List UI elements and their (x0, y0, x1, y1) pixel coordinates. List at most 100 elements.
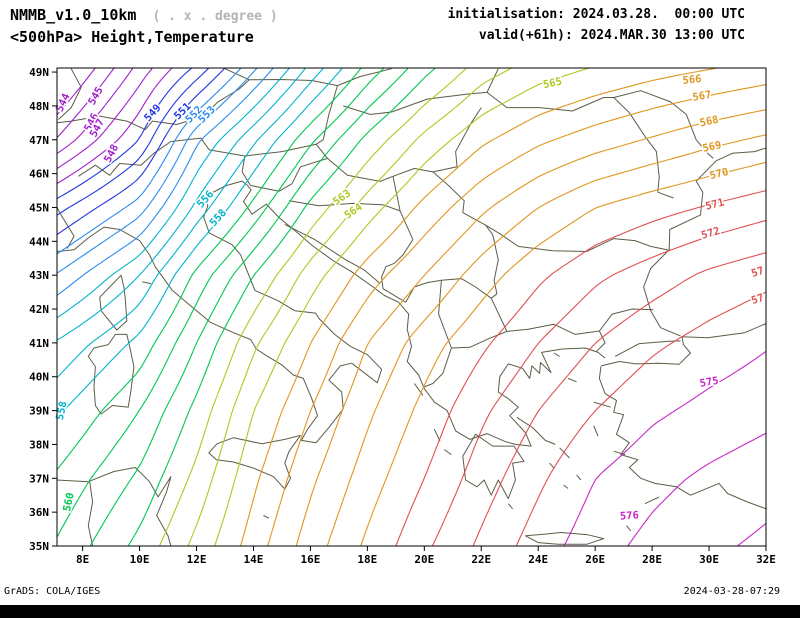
country-border (250, 157, 328, 192)
x-tick-label: 16E (300, 553, 320, 566)
contour-label: 570 (708, 166, 729, 182)
contour-556 (57, 68, 306, 341)
contour-559 (57, 68, 362, 471)
contour-557 (57, 68, 324, 379)
contour-label: 545 (86, 85, 106, 107)
country-border (382, 288, 407, 303)
y-tick-label: 40N (29, 371, 49, 384)
creation-timestamp: 2024-03-28-07:29 (683, 586, 780, 597)
country-border (438, 280, 452, 349)
contour-label: 576 (619, 509, 639, 522)
x-tick-label: 28E (642, 553, 662, 566)
country-border (224, 68, 250, 81)
x-tick-label: 8E (76, 553, 89, 566)
x-tick-label: 12E (187, 553, 207, 566)
contour-572 (431, 219, 766, 546)
coastline (413, 383, 424, 396)
coastline (497, 347, 606, 447)
coastline (576, 474, 582, 481)
contour-573 (472, 252, 766, 546)
model-name: NMMB_v1.0_10km (10, 6, 137, 24)
country-border (57, 79, 250, 131)
y-tick-label: 44N (29, 235, 49, 248)
x-tick-label: 20E (414, 553, 434, 566)
y-tick-label: 43N (29, 269, 49, 282)
x-tick-label: 30E (699, 553, 719, 566)
contour-label: 548 (102, 142, 122, 164)
coastline (443, 449, 452, 456)
y-tick-label: 41N (29, 337, 49, 350)
x-tick-label: 18E (357, 553, 377, 566)
country-border (327, 158, 394, 182)
country-border (405, 279, 442, 303)
valid-time: valid(+61h): 2024.MAR.30 13:00 UTC (478, 28, 745, 43)
contour-label: 556 (195, 188, 217, 210)
y-tick-label: 46N (29, 168, 49, 181)
contour-547 (57, 68, 153, 169)
contour-label: 569 (701, 139, 722, 155)
coastline (263, 515, 270, 519)
country-border (392, 176, 401, 212)
contour-575 (563, 350, 766, 546)
y-tick-label: 48N (29, 100, 49, 113)
contour-label: 549 (142, 102, 164, 124)
contour-577 (737, 522, 766, 546)
y-tick-label: 49N (29, 66, 49, 79)
y-tick-label: 42N (29, 303, 49, 316)
coastline (567, 377, 577, 383)
resolution-note: ( . x . degree ) (152, 9, 278, 24)
x-tick-label: 10E (130, 553, 150, 566)
coastline (593, 425, 599, 437)
country-border (424, 347, 452, 388)
country-border (87, 481, 94, 546)
coastline (643, 147, 766, 337)
y-tick-label: 45N (29, 201, 49, 214)
contour-label: 57 (750, 292, 766, 307)
coastline (559, 447, 570, 459)
contour-552 (57, 68, 242, 255)
country-border (599, 308, 654, 332)
x-tick-label: 22E (471, 553, 491, 566)
y-tick-label: 39N (29, 405, 49, 418)
coastline (525, 532, 605, 545)
coastline (57, 180, 383, 444)
y-tick-label: 36N (29, 506, 49, 519)
contour-564 (187, 68, 512, 546)
coastline (516, 416, 556, 445)
coastline (549, 462, 555, 469)
contour-555 (57, 68, 290, 319)
x-tick-label: 32E (756, 553, 776, 566)
coastline (87, 333, 135, 415)
coastline (593, 401, 611, 408)
country-border (596, 330, 606, 352)
country-border (392, 168, 433, 177)
contour-label: 567 (692, 89, 713, 104)
coastline (57, 467, 172, 546)
contour-571 (395, 189, 766, 546)
coastline (142, 281, 152, 285)
country-border (486, 68, 499, 93)
contour-label: 566 (682, 73, 702, 87)
contour-554 (57, 68, 274, 296)
coastline (563, 484, 569, 489)
country-border (58, 68, 82, 120)
contour-551 (57, 68, 226, 236)
coastline (462, 433, 525, 500)
contour-563 (158, 68, 467, 546)
contour-569 (326, 134, 766, 546)
country-border (381, 210, 414, 289)
contour-576 (627, 432, 766, 546)
contour-565 (214, 68, 590, 546)
y-tick-label: 37N (29, 472, 49, 485)
coastline (99, 274, 128, 331)
contour-574 (515, 291, 766, 546)
contour-label: 558 (207, 207, 229, 229)
coastline (433, 428, 441, 442)
coastline (600, 323, 766, 367)
country-border (506, 323, 600, 335)
coastline (598, 366, 766, 510)
x-tick-label: 26E (585, 553, 605, 566)
contour-553 (57, 68, 258, 274)
coastline (626, 525, 632, 532)
contour-label: 571 (704, 196, 725, 212)
